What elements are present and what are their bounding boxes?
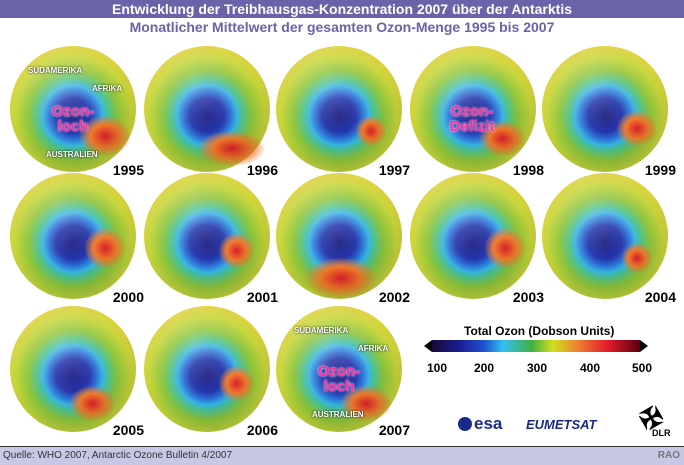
globe-2006: 2006	[144, 306, 278, 438]
globe-shading	[144, 306, 270, 432]
high-ozone-region	[480, 121, 525, 156]
globe-shading	[10, 306, 136, 432]
year-label: 2006	[246, 422, 278, 438]
high-ozone-region	[219, 233, 254, 268]
high-ozone-region	[306, 258, 376, 298]
ozone-map	[542, 46, 668, 172]
dlr-logo-text: DLR	[652, 428, 671, 438]
globe-shading	[276, 173, 402, 299]
globe-2007: 2007 SÜDAMERIKA AFRIKA AUSTRALIEN Ozon-loch	[276, 306, 410, 438]
globe-1996: 1996	[144, 46, 278, 178]
ozone-map	[144, 306, 270, 432]
globe-shading	[276, 306, 402, 432]
year-label: 1998	[512, 162, 544, 178]
credit-text: RAO	[657, 450, 680, 461]
year-label: 2005	[112, 422, 144, 438]
esa-logo-text: esa	[474, 414, 503, 433]
colorbar-tick: 300	[527, 361, 548, 375]
ozone-map	[144, 173, 270, 299]
high-ozone-region	[622, 243, 652, 273]
year-label: 2002	[378, 289, 410, 305]
high-ozone-region	[341, 386, 391, 421]
globe-1997: 1997	[276, 46, 410, 178]
globe-shading	[144, 173, 270, 299]
year-label: 1997	[378, 162, 410, 178]
year-label: 2003	[512, 289, 544, 305]
globe-2005: 2005	[10, 306, 144, 438]
footer: Quelle: WHO 2007, Antarctic Ozone Bullet…	[0, 446, 684, 465]
high-ozone-region	[617, 111, 657, 146]
globe-shading	[144, 46, 270, 172]
colorbar-tick: 100	[427, 361, 448, 375]
label-afrika: AFRIKA	[92, 84, 123, 93]
label-suedamerika: SÜDAMERIKA	[28, 66, 83, 75]
globe-shading	[542, 46, 668, 172]
label-ozondefizit: Ozon-Defizit	[449, 103, 495, 135]
ozone-map	[542, 173, 668, 299]
year-label: 2007	[378, 422, 410, 438]
label-australien: AUSTRALIEN	[46, 150, 98, 159]
globe-1995: 1995 SÜDAMERIKA AFRIKA AUSTRALIEN Ozon-loch	[10, 46, 144, 178]
label-australien: AUSTRALIEN	[312, 410, 364, 419]
year-label: 1995	[112, 162, 144, 178]
esa-logo: esa	[458, 414, 502, 434]
high-ozone-region	[485, 228, 525, 268]
globe-shading	[542, 173, 668, 299]
title-bar: Entwicklung der Treibhausgas-Konzentrati…	[0, 0, 684, 18]
colorbar	[432, 340, 640, 352]
globe-2001: 2001	[144, 173, 278, 305]
globe-shading	[10, 173, 136, 299]
globe-1999: 1999	[542, 46, 676, 178]
globe-shading	[410, 46, 536, 172]
high-ozone-region	[356, 116, 386, 146]
year-label: 2001	[246, 289, 278, 305]
subtitle: Monatlicher Mittelwert der gesamten Ozon…	[129, 19, 555, 35]
globe-1998: 1998 Ozon-Defizit	[410, 46, 544, 178]
label-afrika: AFRIKA	[358, 344, 389, 353]
globe-shading	[276, 46, 402, 172]
colorbar-right-arrow	[640, 340, 648, 352]
year-label: 1999	[644, 162, 676, 178]
year-label: 2004	[644, 289, 676, 305]
colorbar-tick: 400	[580, 361, 601, 375]
globe-2000: 2000	[10, 173, 144, 305]
year-label: 2000	[112, 289, 144, 305]
high-ozone-region	[70, 386, 115, 421]
globe-shading	[410, 173, 536, 299]
ozone-map	[276, 46, 402, 172]
high-ozone-region	[85, 228, 125, 268]
source-text: Quelle: WHO 2007, Antarctic Ozone Bullet…	[3, 450, 233, 461]
year-label: 1996	[246, 162, 278, 178]
dlr-logo: ✠ DLR	[635, 400, 671, 438]
globe-2004: 2004	[542, 173, 676, 305]
high-ozone-region	[80, 116, 130, 156]
eumetsat-logo: EUMETSAT	[526, 417, 597, 432]
label-suedamerika: SÜDAMERIKA	[294, 326, 349, 335]
colorbar-tick: 500	[632, 361, 653, 375]
globe-shading	[10, 46, 136, 172]
colorbar-title: Total Ozon (Dobson Units)	[464, 324, 615, 338]
globe-2002: 2002	[276, 173, 410, 305]
high-ozone-region	[219, 366, 254, 401]
label-ozonloch: Ozon-loch	[317, 363, 361, 395]
colorbar-left-arrow	[424, 340, 432, 352]
label-ozonloch: Ozon-loch	[51, 103, 95, 135]
colorbar-tick: 200	[474, 361, 495, 375]
high-ozone-region	[199, 131, 264, 166]
globe-2003: 2003	[410, 173, 544, 305]
